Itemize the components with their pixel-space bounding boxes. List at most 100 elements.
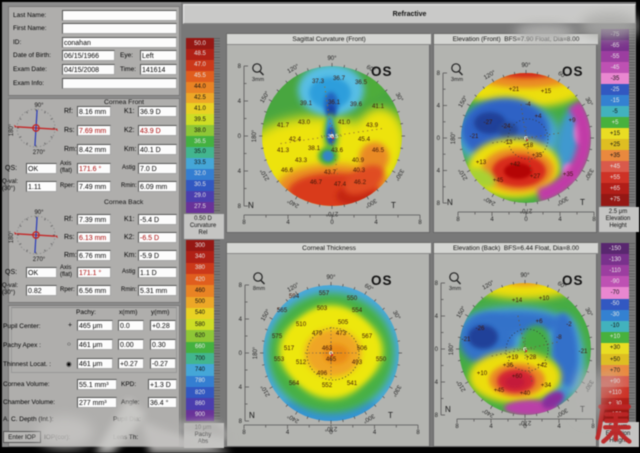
svg-text:210°: 210°: [259, 167, 271, 181]
svg-text:479: 479: [312, 330, 323, 337]
svg-text:506: 506: [357, 345, 368, 352]
svg-text:4: 4: [557, 424, 561, 430]
svg-text:180°: 180°: [9, 230, 15, 243]
svg-text:0: 0: [329, 430, 333, 436]
svg-text:8: 8: [242, 220, 246, 226]
svg-text:330°: 330°: [582, 167, 594, 181]
svg-text:554: 554: [352, 307, 363, 314]
svg-text:300°: 300°: [554, 407, 568, 419]
svg-text:-24: -24: [502, 123, 512, 130]
svg-text:90°: 90°: [326, 275, 336, 281]
svg-text:41.7: 41.7: [277, 122, 290, 129]
svg-text:41.1: 41.1: [372, 103, 385, 110]
svg-text:3mm: 3mm: [451, 77, 464, 83]
svg-text:+14: +14: [512, 297, 523, 304]
svg-text:T: T: [580, 198, 585, 207]
svg-text:4: 4: [435, 380, 439, 386]
svg-text:575: 575: [272, 333, 283, 340]
svg-text:8: 8: [435, 413, 439, 419]
svg-text:30°: 30°: [391, 310, 401, 321]
svg-text:-21: -21: [579, 348, 589, 355]
svg-text:+42: +42: [510, 161, 521, 168]
svg-text:47.4: 47.4: [334, 181, 347, 188]
svg-text:-13: -13: [504, 139, 514, 146]
svg-text:+42: +42: [537, 362, 548, 369]
svg-text:8: 8: [456, 217, 460, 223]
svg-text:300°: 300°: [361, 412, 375, 424]
svg-text:OS: OS: [371, 273, 393, 288]
svg-text:0: 0: [239, 351, 243, 357]
svg-text:60°: 60°: [365, 64, 376, 74]
svg-text:+4: +4: [534, 113, 542, 120]
svg-text:0: 0: [524, 217, 528, 223]
svg-text:43.6: 43.6: [331, 147, 344, 154]
svg-text:496: 496: [317, 370, 328, 377]
svg-text:-21: -21: [470, 133, 480, 140]
svg-text:60°: 60°: [363, 283, 374, 293]
svg-text:463: 463: [322, 345, 333, 352]
svg-text:-2: -2: [566, 321, 572, 328]
svg-text:90°: 90°: [521, 63, 531, 69]
svg-text:180°: 180°: [253, 346, 259, 359]
svg-text:3mm: 3mm: [449, 286, 462, 292]
svg-text:45.4: 45.4: [358, 136, 371, 143]
svg-text:270°: 270°: [324, 425, 337, 431]
svg-text:150°: 150°: [260, 308, 272, 322]
svg-text:+6: +6: [535, 318, 543, 325]
svg-text:+15: +15: [541, 88, 552, 95]
svg-text:210°: 210°: [260, 383, 272, 397]
svg-text:240°: 240°: [481, 406, 495, 418]
svg-text:+18: +18: [523, 142, 534, 149]
svg-text:N: N: [249, 411, 255, 420]
svg-text:T: T: [388, 411, 393, 420]
svg-text:0: 0: [523, 424, 527, 430]
svg-text:270°: 270°: [33, 257, 46, 263]
svg-text:+10: +10: [539, 295, 550, 302]
svg-text:-8: -8: [556, 334, 562, 341]
svg-text:4: 4: [489, 424, 493, 430]
svg-text:+34: +34: [541, 382, 552, 389]
svg-text:0: 0: [437, 136, 441, 142]
svg-text:8: 8: [437, 71, 441, 77]
svg-text:+10: +10: [477, 370, 488, 377]
svg-text:330°: 330°: [390, 384, 402, 398]
svg-text:512: 512: [296, 359, 307, 366]
svg-text:40.9: 40.9: [352, 157, 365, 164]
svg-text:120°: 120°: [287, 63, 301, 75]
svg-text:503: 503: [317, 305, 328, 312]
svg-text:557: 557: [319, 290, 330, 297]
svg-text:36.7: 36.7: [333, 75, 346, 82]
svg-text:8: 8: [416, 430, 420, 436]
svg-text:30°: 30°: [394, 92, 404, 103]
svg-text:8: 8: [591, 424, 595, 430]
svg-text:150°: 150°: [456, 305, 468, 319]
svg-text:T: T: [391, 201, 396, 210]
svg-text:564: 564: [289, 380, 300, 387]
svg-text:90°: 90°: [34, 103, 44, 109]
svg-text:0: 0: [238, 134, 242, 140]
svg-text:-26: -26: [476, 325, 486, 332]
svg-text:+40: +40: [520, 390, 531, 397]
svg-text:+27: +27: [530, 173, 541, 180]
svg-text:46.6: 46.6: [281, 167, 294, 174]
svg-text:240°: 240°: [286, 197, 300, 209]
svg-text:4: 4: [286, 430, 290, 436]
svg-text:120°: 120°: [482, 280, 496, 292]
svg-text:270°: 270°: [33, 150, 46, 156]
svg-text:OS: OS: [562, 273, 584, 288]
svg-text:30°: 30°: [583, 97, 593, 108]
svg-text:+36: +36: [503, 362, 514, 369]
svg-text:330°: 330°: [393, 168, 405, 182]
svg-text:39.6: 39.6: [350, 101, 363, 108]
svg-text:41.3: 41.3: [277, 147, 290, 154]
svg-text:+60: +60: [512, 373, 523, 380]
svg-text:+19: +19: [508, 354, 519, 361]
svg-text:4: 4: [437, 169, 441, 175]
svg-text:517: 517: [284, 345, 295, 352]
svg-text:38.1: 38.1: [308, 145, 321, 152]
svg-text:180°: 180°: [449, 342, 455, 355]
svg-text:8: 8: [435, 281, 439, 287]
svg-text:+35: +35: [563, 171, 574, 178]
svg-text:N: N: [445, 405, 451, 414]
svg-text:552: 552: [322, 382, 333, 389]
